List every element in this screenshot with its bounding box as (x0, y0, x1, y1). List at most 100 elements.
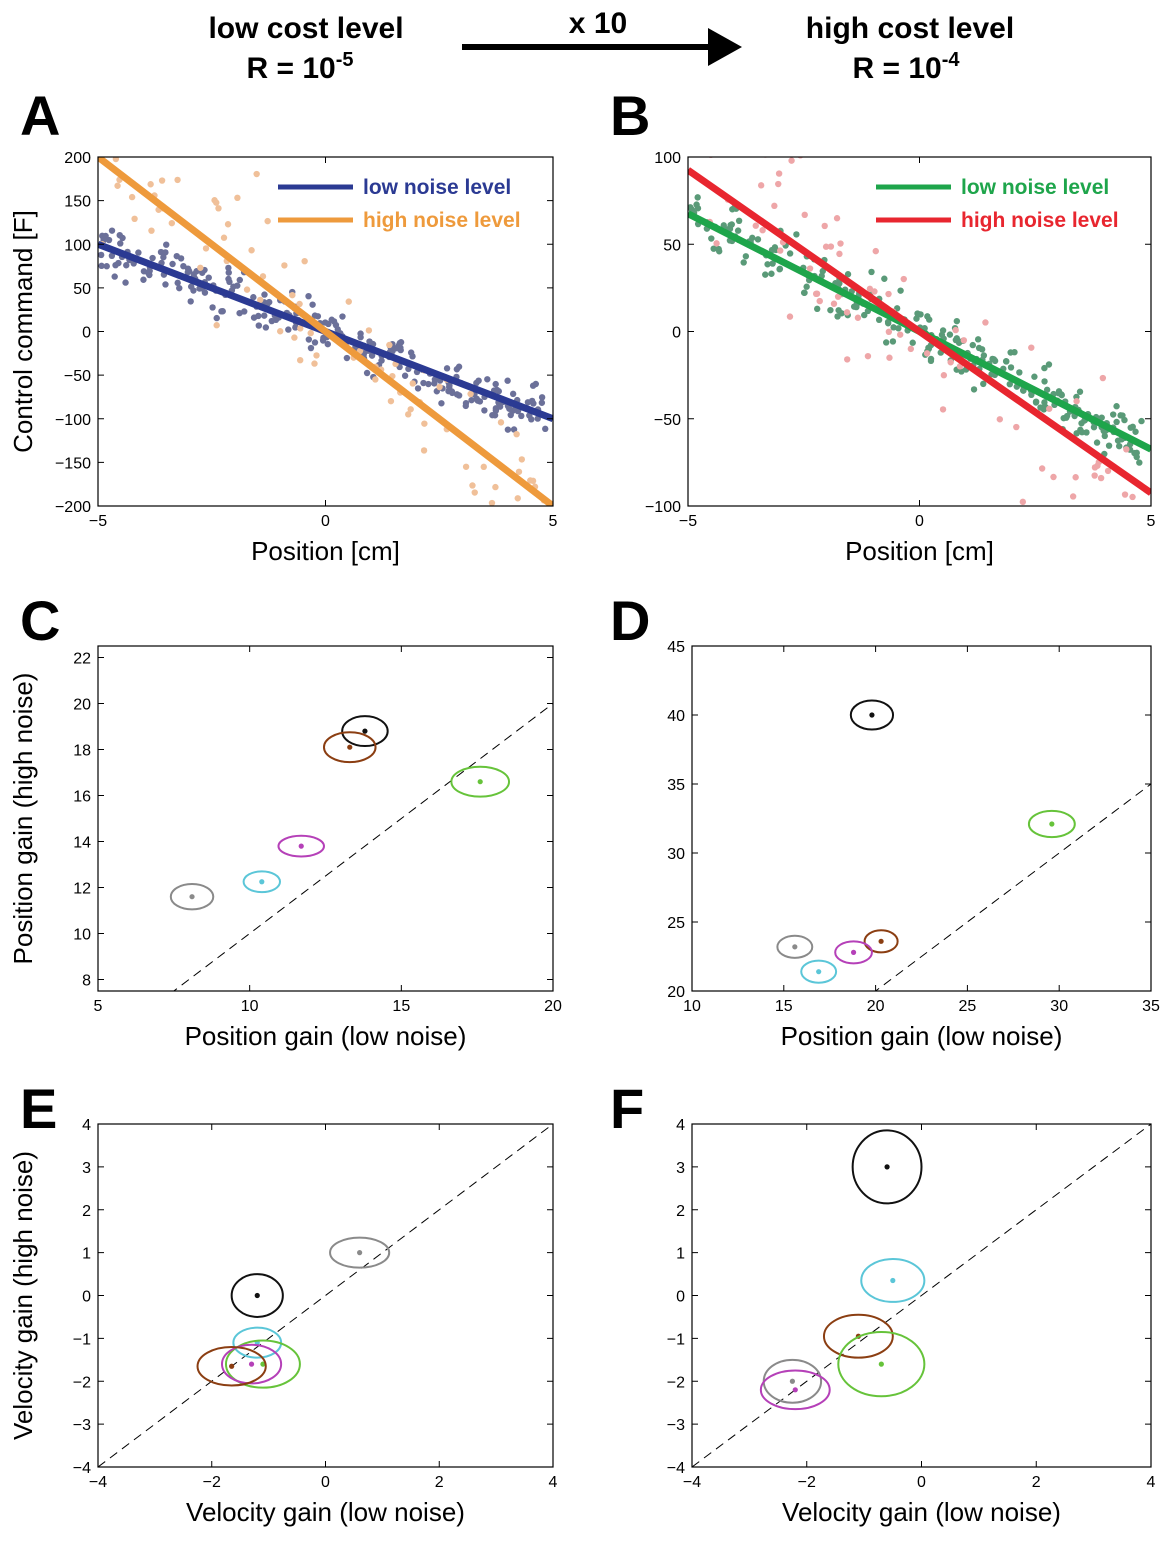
scatter-point-high-noise (960, 337, 968, 344)
scatter-point-low-noise (1011, 348, 1018, 356)
scatter-point-low-noise (122, 279, 129, 286)
scatter-point-high-noise (220, 234, 228, 241)
scatter-point-low-noise (884, 318, 892, 326)
scatter-point-low-noise (108, 227, 116, 234)
scatter-point-low-noise (835, 307, 842, 314)
subject-point (850, 949, 857, 955)
scatter-point-high-noise (488, 499, 496, 506)
scatter-point-low-noise (476, 398, 484, 405)
y-tick-label: 150 (64, 194, 91, 211)
scatter-point-low-noise (261, 312, 268, 319)
scatter-point-high-noise (1050, 473, 1057, 481)
scatter-point-high-noise (788, 157, 795, 164)
subject-point (347, 744, 353, 750)
scatter-point-high-noise (834, 293, 842, 300)
scatter-point-low-noise (111, 273, 118, 280)
scatter-point-low-noise (762, 271, 769, 278)
x-tick-label: 5 (549, 513, 558, 530)
scatter-point-low-noise (339, 313, 346, 320)
x-tick-label: 10 (241, 998, 259, 1015)
scatter-point-high-noise (837, 240, 844, 247)
scatter-point-high-noise (215, 205, 222, 212)
scatter-point-low-noise (492, 380, 499, 388)
scatter-point-high-noise (421, 420, 428, 427)
subject-point (890, 1277, 896, 1284)
subject-point (254, 1292, 260, 1299)
scatter-point-low-noise (827, 306, 834, 314)
scatter-point-high-noise (806, 265, 814, 272)
scatter-point-low-noise (305, 336, 313, 343)
scatter-point-high-noise (386, 341, 393, 349)
subject-ellipse (169, 883, 215, 911)
x-tick-label: −4 (89, 1474, 107, 1491)
subject-point (477, 779, 483, 785)
scatter-point-high-noise (759, 227, 766, 234)
plot-frame (97, 645, 554, 992)
scatter-point-low-noise (431, 376, 439, 383)
scatter-point-low-noise (506, 405, 513, 412)
x-tick-label: 35 (1142, 998, 1160, 1015)
scatter-point-low-noise (117, 240, 124, 247)
scatter-point-low-noise (1045, 361, 1053, 368)
scatter-point-low-noise (754, 236, 762, 243)
scatter-point-high-noise (775, 170, 783, 177)
scatter-point-low-noise (468, 396, 475, 404)
scatter-point-high-noise (297, 325, 304, 332)
right-r-prefix: R = 10 (852, 52, 941, 85)
y-tick-label: 30 (667, 846, 685, 863)
scatter-point-low-noise (538, 399, 546, 406)
subject-point (229, 1363, 235, 1369)
scatter-point-low-noise (363, 369, 371, 377)
scatter-point-high-noise (515, 468, 523, 475)
y-tick-label: −2 (73, 1374, 91, 1391)
scatter-point-high-noise (264, 217, 271, 225)
scatter-point-low-noise (123, 262, 130, 269)
scatter-point-low-noise (255, 322, 263, 329)
scatter-point-low-noise (1032, 399, 1040, 406)
scatter-point-high-noise (522, 544, 528, 550)
scatter-point-high-noise (211, 197, 218, 204)
subject-ellipse (800, 959, 838, 984)
y-tick-label: 100 (654, 150, 681, 167)
subject-ellipse (860, 1258, 926, 1303)
subject-point (792, 1387, 798, 1393)
scatter-point-low-noise (105, 236, 113, 244)
scatter-point-high-noise (147, 181, 154, 188)
scatter-point-low-noise (484, 376, 491, 383)
y-tick-label: 45 (667, 639, 685, 656)
scatter-point-low-noise (708, 235, 715, 242)
scatter-point-low-noise (727, 221, 735, 229)
scatter-point-high-noise (243, 286, 251, 293)
scatter-point-high-noise (174, 176, 181, 184)
scatter-point-low-noise (955, 339, 963, 346)
plot-area (692, 1124, 1151, 1467)
x-tick-label: −5 (89, 513, 107, 530)
scatter-point-low-noise (305, 292, 312, 300)
subject-ellipse (450, 765, 511, 798)
y-tick-label: −3 (73, 1417, 91, 1434)
x-tick-label: −2 (798, 1474, 816, 1491)
scatter-point-low-noise (1133, 453, 1140, 461)
scatter-point-high-noise (1069, 493, 1077, 500)
plot-frame (97, 1123, 554, 1468)
x-tick-label: 30 (1050, 998, 1068, 1015)
scatter-point-high-noise (148, 227, 155, 234)
scatter-point-low-noise (112, 261, 119, 269)
left-cost-title: low cost level (208, 12, 403, 45)
scatter-point-high-noise (833, 215, 841, 222)
scatter-point-low-noise (528, 416, 535, 423)
scatter-point-high-noise (307, 329, 314, 337)
panel-letter-e: E (20, 1077, 57, 1140)
scatter-point-low-noise (889, 338, 897, 345)
x-tick-label: 5 (94, 998, 103, 1015)
y-tick-label: −50 (654, 412, 681, 429)
scatter-point-low-noise (324, 340, 331, 348)
scatter-point-low-noise (262, 324, 270, 331)
scatter-point-low-noise (946, 331, 954, 338)
scatter-point-high-noise (864, 352, 872, 360)
scatter-point-high-noise (409, 380, 416, 387)
x-tick-label: 4 (1147, 1474, 1156, 1491)
scatter-point-high-noise (688, 150, 694, 156)
subject-ellipse (834, 940, 873, 965)
y-tick-label: 18 (73, 743, 91, 760)
